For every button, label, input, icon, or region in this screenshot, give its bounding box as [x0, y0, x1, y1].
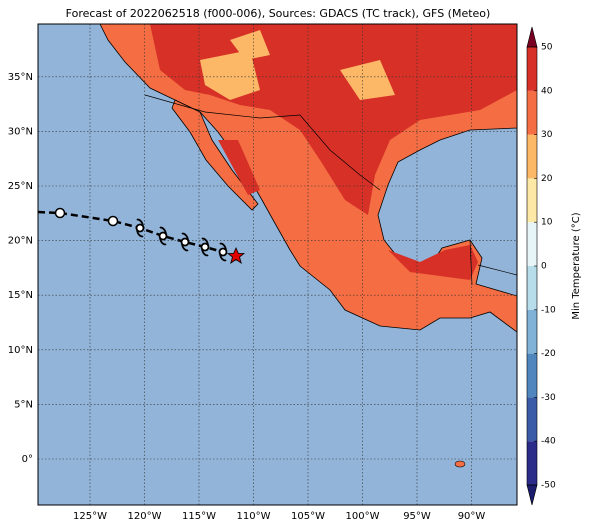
- colorbar-tick-label: 0: [541, 262, 547, 272]
- lat-tick-label: 25°N: [8, 181, 33, 192]
- colorbar-bin: [527, 222, 537, 266]
- colorbar-tick-label: 30: [541, 130, 553, 140]
- colorbar-label: Min Temperature (°C): [571, 212, 582, 319]
- colorbar-tick-label: 50: [541, 43, 553, 53]
- colorbar-tick-label: -30: [541, 393, 556, 403]
- storm-symbols: [135, 218, 228, 262]
- lat-tick-label: 10°N: [8, 345, 33, 356]
- colorbar-bin: [527, 441, 537, 485]
- lon-tick-label: 90°W: [458, 511, 486, 522]
- track-point: [54, 207, 66, 219]
- colorbar-bin: [527, 397, 537, 442]
- lon-tick-label: 110°W: [237, 511, 271, 522]
- colorbar-bin: [527, 90, 537, 135]
- lat-tick-label: 20°N: [8, 236, 33, 247]
- colorbar-bin: [527, 134, 537, 179]
- map-frame: [37, 23, 518, 506]
- track-point: [107, 215, 119, 227]
- colorbar-tick-label: 20: [541, 174, 553, 184]
- colorbar-tick-label: -10: [541, 305, 556, 315]
- colorbar-bin: [527, 309, 537, 354]
- current-position: [226, 246, 246, 264]
- baja-california: [171, 99, 259, 211]
- hot-region: [388, 245, 478, 280]
- lat-tick-label: 35°N: [8, 72, 33, 83]
- lon-tick-label: 115°W: [182, 511, 216, 522]
- colorbar: -50 -40 -30 -20 -10 0 10 20 30 40 50: [526, 26, 556, 506]
- colorbar-over: [526, 26, 538, 48]
- hot-region: [218, 140, 260, 195]
- colorbar-tick-label: -50: [541, 481, 556, 491]
- lat-tick-label: 5°N: [14, 399, 33, 410]
- colorbar-bin: [527, 178, 537, 223]
- colorbar-under: [526, 484, 538, 506]
- lat-tick-label: 30°N: [8, 126, 33, 137]
- lon-tick-label: 95°W: [403, 511, 431, 522]
- colorbar-bin: [527, 47, 537, 91]
- grid: [38, 24, 517, 505]
- map-area: [38, 24, 517, 505]
- lon-tick-label: 100°W: [346, 511, 380, 522]
- map-title: Forecast of 2022062518 (f000-006), Sourc…: [66, 7, 491, 20]
- lon-tick-label: 105°W: [291, 511, 325, 522]
- lon-tick-label: 120°W: [128, 511, 162, 522]
- colorbar-bin: [527, 266, 537, 310]
- colorbar-tick-label: -40: [541, 437, 556, 447]
- colorbar-tick-label: -20: [541, 349, 556, 359]
- colorbar-tick-label: 40: [541, 86, 553, 96]
- lat-tick-label: 0°: [22, 454, 33, 465]
- lat-tick-label: 15°N: [8, 290, 33, 301]
- galapagos: [454, 460, 466, 468]
- mild-region: [200, 30, 395, 100]
- lon-tick-label: 125°W: [73, 511, 107, 522]
- colorbar-bin: [527, 353, 537, 398]
- colorbar-tick-label: 10: [541, 218, 553, 228]
